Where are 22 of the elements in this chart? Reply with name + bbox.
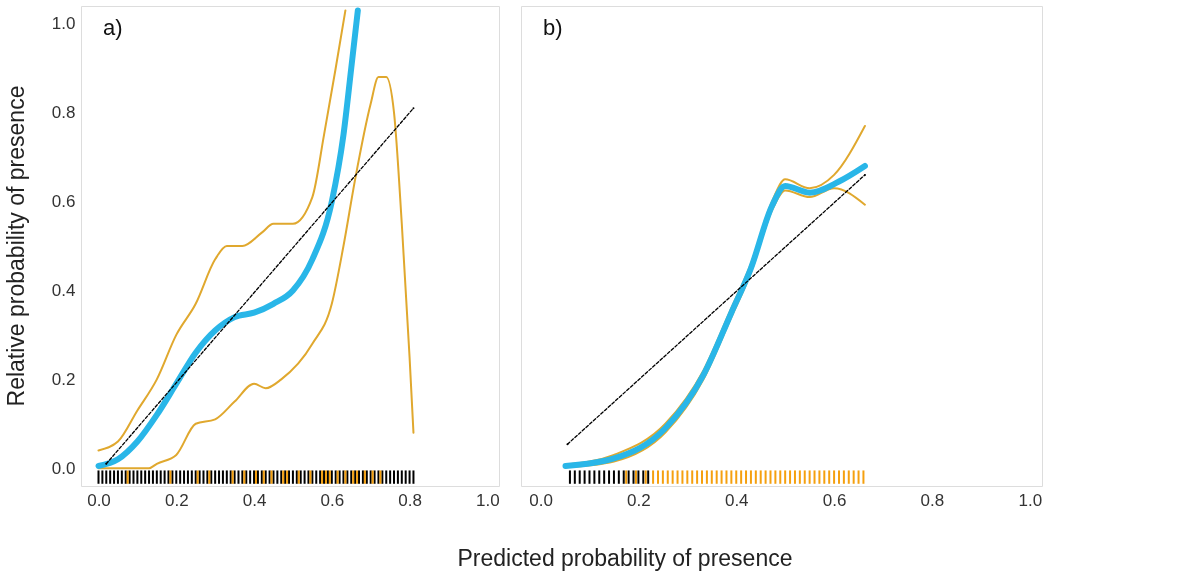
x-tick-label: 1.0 [1018,490,1043,510]
x-tick-label: 0.8 [920,490,945,510]
x-tick-label: 0.4 [724,490,749,510]
y-tick-label: 0.6 [51,192,76,212]
y-tick-label: 1.0 [51,14,76,34]
y-axis-title: Relative probability of presence [3,85,29,407]
x-tick-label: 0.2 [164,490,189,510]
x-tick-label: 0.6 [320,490,345,510]
y-tick-label: 0.2 [51,369,76,389]
x-tick-label: 0.8 [398,490,422,510]
y-tick-label: 0.8 [51,103,76,123]
x-axis-title: Predicted probability of presence [457,545,793,571]
x-tick-label: 0.4 [242,490,267,510]
x-tick-label: 0.0 [87,490,111,510]
y-tick-label: 0.4 [51,280,76,300]
x-tick-label: 0.2 [627,490,651,510]
x-tick-label: 1.0 [476,490,500,510]
x-tick-label: 0.0 [529,490,553,510]
x-tick-label: 0.6 [822,490,847,510]
annotation: a) [103,15,123,40]
y-tick-label: 0.0 [51,458,76,478]
annotation: b) [543,15,563,40]
